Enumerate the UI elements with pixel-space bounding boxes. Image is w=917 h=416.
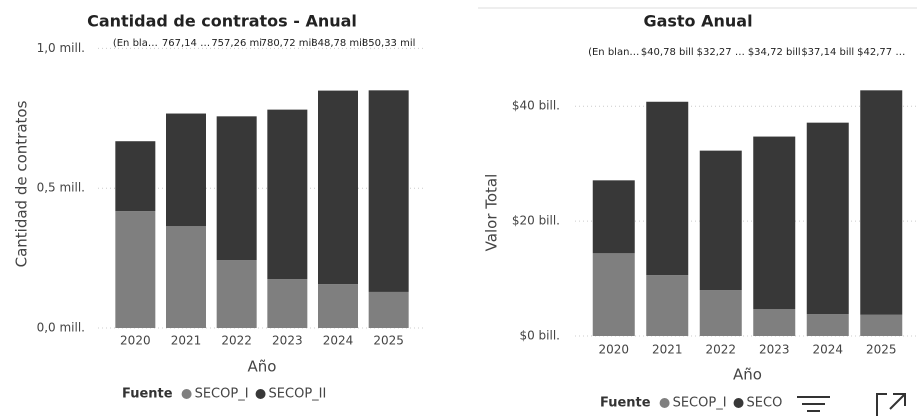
x-tick-label: 2020 [120,334,151,348]
x-tick-label: 2023 [272,334,303,348]
y-tick-label: 1,0 mill. [37,41,85,55]
total-label: (En blan… [588,47,639,58]
bar-segment [860,90,903,315]
bar-segment [216,260,257,328]
total-label: 848,78 mil [311,38,364,49]
legend-label: SECO [747,396,783,411]
bar-segment [806,314,849,336]
total-label: 850,33 mil [362,38,415,49]
x-tick-label: 2021 [652,343,683,357]
total-label: $34,72 bill [748,47,801,58]
total-label: 767,14 … [162,38,210,49]
legend-marker [733,398,744,408]
legend-label: SECOP_I [673,396,727,411]
bar-segment [368,90,409,292]
bar-segment [753,309,796,336]
chart-title: Cantidad de contratos - Anual [87,12,357,31]
legend-title: Fuente [122,387,173,402]
total-label: (En bla… [113,38,158,49]
x-tick-label: 2024 [323,334,354,348]
bar-segment [166,226,206,328]
bar-segment [318,284,358,328]
x-axis-title: Año [248,358,277,376]
y-axis-title: Cantidad de contratos [13,100,31,267]
bar-segment [753,136,796,310]
y-tick-label: $0 bill. [519,329,560,343]
total-label: $32,27 … [697,47,745,58]
bar-segment [267,279,308,328]
y-tick-label: $20 bill. [512,214,560,228]
legend-marker [659,398,670,408]
total-label: $40,78 bill [641,47,694,58]
legend-marker [255,389,266,399]
bar-segment [115,141,156,212]
bar-segment [318,90,358,285]
bar-segment [806,122,849,315]
x-tick-label: 2021 [171,334,202,348]
x-tick-label: 2025 [373,334,404,348]
filter-icon[interactable] [797,396,830,412]
y-tick-label: $40 bill. [512,99,560,113]
y-tick-label: 0,5 mill. [37,181,85,195]
legend-marker [181,389,192,399]
expand-icon[interactable] [876,393,906,416]
total-label: 757,26 mi [211,38,262,49]
bar-segment [646,275,689,336]
legend-title: Fuente [600,396,651,411]
x-tick-label: 2023 [759,343,790,357]
x-tick-label: 2025 [866,343,897,357]
bar-segment [368,291,409,328]
x-tick-label: 2024 [812,343,843,357]
legend-label: SECOP_II [269,387,327,402]
bar-segment [699,150,742,291]
total-label: $37,14 bill [801,47,854,58]
bar-segment [216,116,257,261]
bar-segment [646,101,689,276]
x-tick-label: 2020 [598,343,629,357]
total-label: $42,77 … [857,47,905,58]
bar-segment [115,211,156,328]
legend-label: SECOP_I [195,387,249,402]
bar-segment [166,113,206,227]
bar-segment [860,314,903,336]
y-tick-label: 0,0 mill. [37,321,85,335]
bar-segment [592,253,635,336]
total-label: 780,72 mil [261,38,314,49]
bar-segment [699,290,742,336]
y-axis-title: Valor Total [483,174,501,252]
bar-segment [267,109,308,280]
x-tick-label: 2022 [221,334,252,348]
chart-title: Gasto Anual [643,12,752,31]
x-tick-label: 2022 [705,343,736,357]
x-axis-title: Año [733,366,762,384]
bar-segment [592,180,635,254]
